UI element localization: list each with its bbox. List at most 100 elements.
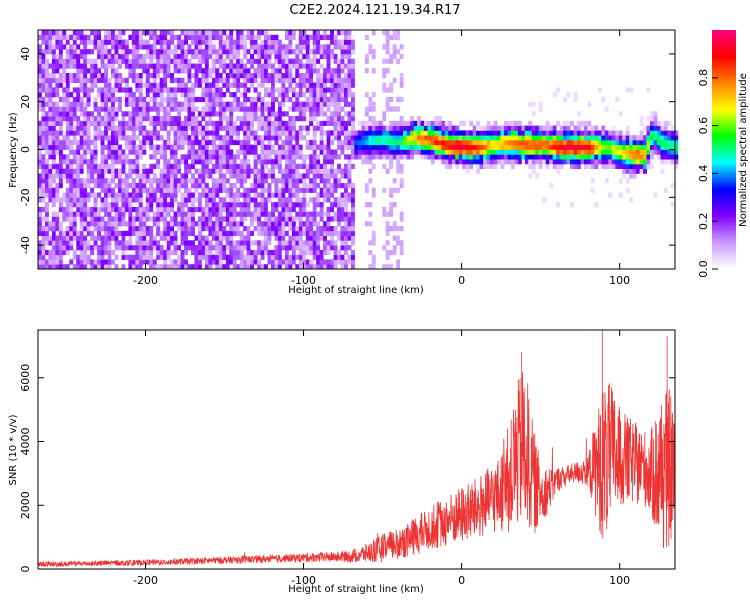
heatmap-cell (145, 173, 150, 179)
heatmap-cell (215, 96, 220, 103)
heatmap-cell (156, 82, 161, 88)
heatmap-cell (51, 202, 56, 208)
heatmap-cell (319, 44, 324, 50)
heatmap-cell (51, 44, 56, 50)
heatmap-cell (152, 135, 157, 141)
heatmap-cell (507, 130, 512, 136)
heatmap-cell (222, 68, 227, 74)
heatmap-cell (152, 240, 157, 246)
heatmap-cell (312, 254, 317, 260)
heatmap-cell (243, 154, 248, 160)
heatmap-cell (330, 168, 334, 174)
heatmap-cell (41, 125, 46, 131)
heatmap-cell (93, 211, 98, 217)
heatmap-cell (577, 120, 581, 126)
heatmap-cell (305, 163, 310, 169)
heatmap-cell (166, 235, 171, 241)
heatmap-cell (326, 101, 331, 107)
heatmap-cell (41, 49, 46, 55)
heatmap-cell (131, 120, 136, 126)
heatmap-cell (225, 101, 230, 107)
heatmap-cell (48, 130, 53, 136)
heatmap-cell (173, 163, 178, 169)
heatmap-cell (55, 53, 60, 60)
heatmap-cell (337, 230, 341, 236)
heatmap-cell (312, 149, 317, 155)
heatmap-cell (159, 173, 164, 179)
heatmap-cell (337, 235, 341, 241)
heatmap-cell (500, 135, 505, 141)
heatmap-cell (629, 163, 634, 169)
heatmap-cell (156, 106, 161, 112)
heatmap-cell (236, 249, 241, 256)
heatmap-cell (427, 135, 432, 141)
heatmap-cell (124, 96, 129, 103)
heatmap-cell (490, 125, 494, 131)
heatmap-cell (284, 206, 289, 213)
heatmap-cell (625, 187, 630, 193)
heatmap-cell (663, 135, 668, 141)
heatmap-cell (260, 197, 265, 203)
heatmap-cell (570, 159, 574, 165)
heatmap-cell (490, 135, 494, 141)
heatmap-cell (173, 49, 178, 55)
heatmap-cell (507, 159, 512, 165)
colorbar-label: Normalized spectral amplitude (738, 73, 749, 227)
heatmap-cell (83, 92, 88, 98)
heatmap-cell (104, 87, 108, 93)
heatmap-cell (45, 87, 49, 93)
heatmap-cell (396, 58, 401, 64)
heatmap-cell (389, 226, 394, 232)
heatmap-cell (253, 249, 258, 256)
heatmap-cell (260, 240, 265, 246)
heatmap-cell (170, 168, 174, 174)
heatmap-cell (424, 154, 428, 160)
heatmap-cell (378, 125, 383, 131)
heatmap-cell (69, 92, 74, 98)
heatmap-cell (111, 235, 115, 241)
heatmap-cell (208, 111, 213, 117)
heatmap-cell (232, 159, 237, 165)
heatmap-cell (246, 206, 251, 213)
heatmap-cell (100, 77, 105, 83)
heatmap-cell (55, 264, 60, 270)
heatmap-cell (347, 63, 352, 69)
heatmap-cell (264, 245, 268, 251)
heatmap-cell (476, 159, 481, 165)
heatmap-cell (198, 159, 202, 165)
heatmap-cell (563, 96, 567, 103)
heatmap-cell (267, 34, 272, 40)
heatmap-cell (347, 44, 352, 50)
heatmap-cell (312, 87, 317, 93)
heatmap-cell (650, 139, 654, 146)
heatmap-cell (590, 154, 595, 160)
heatmap-cell (65, 87, 70, 93)
heatmap-cell (389, 135, 394, 141)
heatmap-cell (191, 73, 195, 79)
heatmap-cell (142, 63, 147, 69)
heatmap-cell (38, 221, 42, 227)
heatmap-cell (41, 116, 46, 122)
heatmap-cell (76, 87, 81, 93)
heatmap-cell (86, 192, 91, 198)
heatmap-cell (351, 106, 355, 112)
heatmap-cell (142, 183, 147, 189)
heatmap-cell (340, 149, 345, 155)
heatmap-cell (236, 230, 241, 236)
heatmap-cell (264, 163, 268, 169)
heatmap-cell (500, 159, 505, 165)
heatmap-cell (163, 125, 168, 131)
heatmap-cell (38, 68, 42, 74)
heatmap-cell (149, 73, 154, 79)
heatmap-cell (427, 130, 432, 136)
heatmap-cell (378, 120, 383, 126)
heatmap-cell (114, 44, 119, 50)
heatmap-cell (351, 254, 355, 260)
heatmap-cell (319, 144, 324, 150)
heatmap-cell (559, 149, 564, 155)
heatmap-cell (204, 163, 209, 169)
heatmap-cell (361, 154, 366, 160)
heatmap-cell (674, 159, 679, 165)
heatmap-cell (448, 125, 453, 131)
heatmap-cell (667, 144, 672, 150)
